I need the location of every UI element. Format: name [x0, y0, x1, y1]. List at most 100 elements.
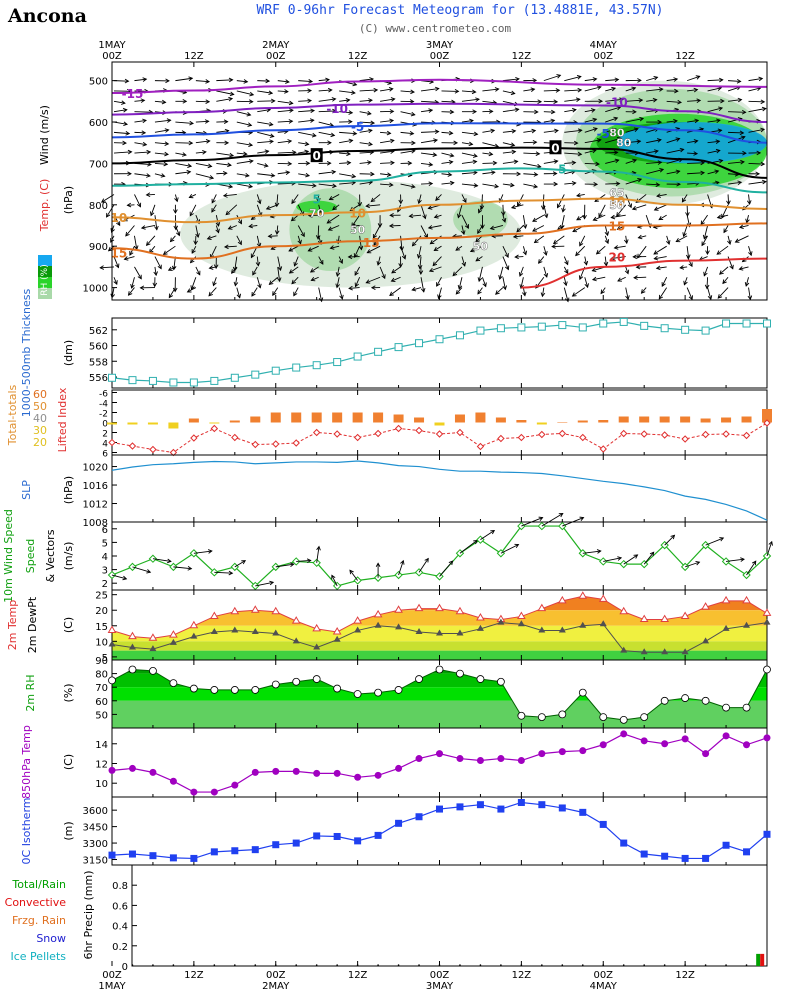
tt-point	[128, 442, 137, 450]
wind-arrow	[532, 214, 545, 222]
wind-arrow	[700, 214, 708, 225]
wind-arrow	[482, 129, 495, 133]
y-tick-label: 700	[89, 159, 108, 170]
wind-arrow-head	[633, 127, 639, 132]
wind-arrow	[225, 204, 238, 215]
wind-arrow	[482, 183, 499, 188]
wind-arrow-head	[416, 254, 422, 259]
wind-arrow	[703, 266, 709, 276]
wind-arrow	[482, 171, 495, 175]
wind-arrow	[391, 276, 401, 282]
wind-arrow	[441, 161, 453, 164]
wind-arrow-head	[205, 79, 211, 84]
rh-point	[292, 677, 301, 686]
wind-arrow	[400, 150, 415, 154]
wind-arrow-head	[614, 77, 620, 83]
dewpt-point	[395, 623, 403, 630]
wind-arrow	[269, 276, 279, 285]
wind-arrow-head	[142, 77, 148, 82]
precip-dot	[397, 964, 400, 966]
wind-arrow-head	[488, 109, 494, 114]
wind-arrow	[687, 172, 705, 175]
wind-point	[578, 549, 587, 558]
temp-point	[680, 611, 690, 619]
wind-arrow	[288, 245, 299, 252]
wind-arrow-head	[457, 213, 462, 219]
wind-arrow-head	[351, 90, 356, 95]
tt-point	[394, 424, 403, 433]
wind-arrow	[441, 182, 454, 185]
wind-arrow	[604, 225, 609, 236]
wind-arrow-head	[598, 212, 603, 218]
wind-arrow-head	[335, 283, 340, 289]
li-bar	[680, 416, 691, 423]
rh-point	[660, 696, 669, 705]
wind-arrow	[257, 173, 275, 177]
wind-arrow	[257, 131, 274, 137]
wind-arrow-head	[676, 181, 681, 187]
dewpt-point	[108, 640, 116, 647]
wind-arrow-head	[390, 277, 396, 282]
wind-arrow	[686, 287, 693, 300]
wind-arrow	[707, 170, 719, 175]
wind-arrow	[502, 204, 504, 216]
wind-arrow-head	[518, 272, 524, 277]
axis-label: Wind (m/s)	[38, 105, 51, 165]
wind-arrow-head	[213, 264, 219, 270]
temp-point	[742, 595, 751, 604]
wind-arrow	[297, 235, 302, 244]
wind-arrow-head	[740, 135, 746, 140]
wind-arrow-head	[722, 279, 727, 285]
wind-arrow	[257, 121, 273, 126]
wind-arrow-head	[339, 294, 344, 300]
precip-dot	[479, 964, 482, 966]
temp-point	[476, 613, 485, 621]
wind-vector-head	[166, 558, 172, 564]
wind-arrow	[461, 161, 477, 164]
bottom-time-label: 12Z	[348, 970, 368, 981]
iso0-point	[620, 839, 628, 847]
wind-arrow-head	[683, 280, 688, 286]
wind-arrow-head	[576, 192, 581, 198]
bottom-time-label: 12Z	[184, 970, 204, 981]
axis-label: (m/s)	[62, 542, 75, 571]
wind-arrow-head	[391, 269, 396, 274]
wind-arrow-head	[376, 260, 382, 266]
li-bar	[577, 420, 588, 423]
temp-point	[762, 608, 772, 616]
wind-arrow-head	[714, 180, 720, 186]
wind-arrow-head	[389, 138, 395, 144]
rh-point	[578, 688, 587, 697]
wind-arrow-head	[255, 261, 261, 267]
wind-arrow-head	[327, 226, 333, 231]
rh-contour-label: 50	[350, 224, 366, 237]
isotherm-line	[111, 102, 768, 124]
wind-vector	[214, 571, 233, 574]
wind-arrow	[359, 78, 374, 82]
wind-arrow	[134, 173, 151, 177]
wind-arrow	[543, 89, 560, 92]
wind-arrow	[482, 142, 499, 148]
wind-arrow-head	[228, 96, 234, 102]
wind-arrow-head	[433, 214, 439, 219]
bottom-time-label: 00Z	[430, 970, 450, 981]
temp-fill	[112, 596, 767, 660]
wind-arrow	[553, 235, 565, 244]
wind-arrow	[452, 235, 462, 237]
wind-arrow	[168, 266, 176, 271]
wind-arrow-head	[655, 265, 661, 271]
wind-arrow	[441, 173, 452, 176]
wind-arrow-head	[389, 291, 394, 297]
wind-arrow	[666, 78, 678, 82]
temp-point	[721, 595, 731, 604]
wind-arrow-head	[227, 162, 232, 168]
y-tick-label: 90	[95, 656, 108, 667]
wind-arrow	[154, 152, 169, 155]
wind-arrow	[654, 256, 667, 260]
wind-arrow-head	[127, 171, 132, 177]
rh-point	[742, 703, 751, 712]
wind-arrow-head	[522, 291, 527, 297]
rh-point	[640, 713, 649, 722]
wind-arrow-head	[142, 141, 148, 147]
wind-arrow	[686, 75, 700, 82]
